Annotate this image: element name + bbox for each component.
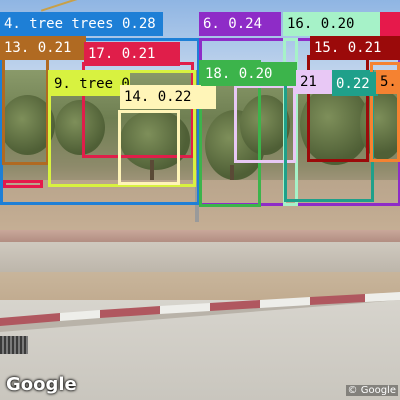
storm-drain — [0, 336, 28, 354]
detection-box — [0, 38, 200, 205]
detection-box — [3, 180, 43, 188]
detection-label: 18. 0.20 — [201, 62, 297, 86]
detection-label: 16. 0.20 — [283, 12, 380, 36]
detection-box — [48, 70, 196, 187]
detection-box — [199, 60, 261, 207]
detection-box — [234, 85, 296, 163]
detection-label: 13. 0.21 — [0, 36, 86, 60]
detection-label: 0.22 — [332, 72, 378, 96]
tree — [55, 100, 105, 155]
detection-box — [2, 50, 49, 165]
tree — [0, 95, 55, 155]
detection-label — [380, 12, 400, 36]
sidewalk — [0, 242, 400, 272]
detection-label: 17. 0.21 — [84, 42, 180, 66]
detection-label: 4. tree trees 0.28 — [0, 12, 163, 36]
detection-label: 21 — [296, 70, 332, 94]
tree — [240, 95, 290, 155]
tree — [300, 85, 370, 165]
detection-box — [118, 110, 180, 185]
upper-curb — [0, 230, 400, 242]
tree-trunk — [150, 160, 154, 185]
detection-label: 15. 0.21 — [310, 36, 400, 60]
detection-label: 5. — [376, 70, 400, 94]
detection-label: 9. tree 0.25 — [50, 72, 130, 96]
detection-label: 6. 0.24 — [199, 12, 281, 36]
detection-box — [370, 62, 400, 162]
google-logo: Google — [6, 374, 77, 395]
detection-label: 14. 0.22 — [120, 85, 216, 109]
striped-curb — [0, 292, 400, 332]
copyright-credit: © Google — [345, 385, 398, 396]
